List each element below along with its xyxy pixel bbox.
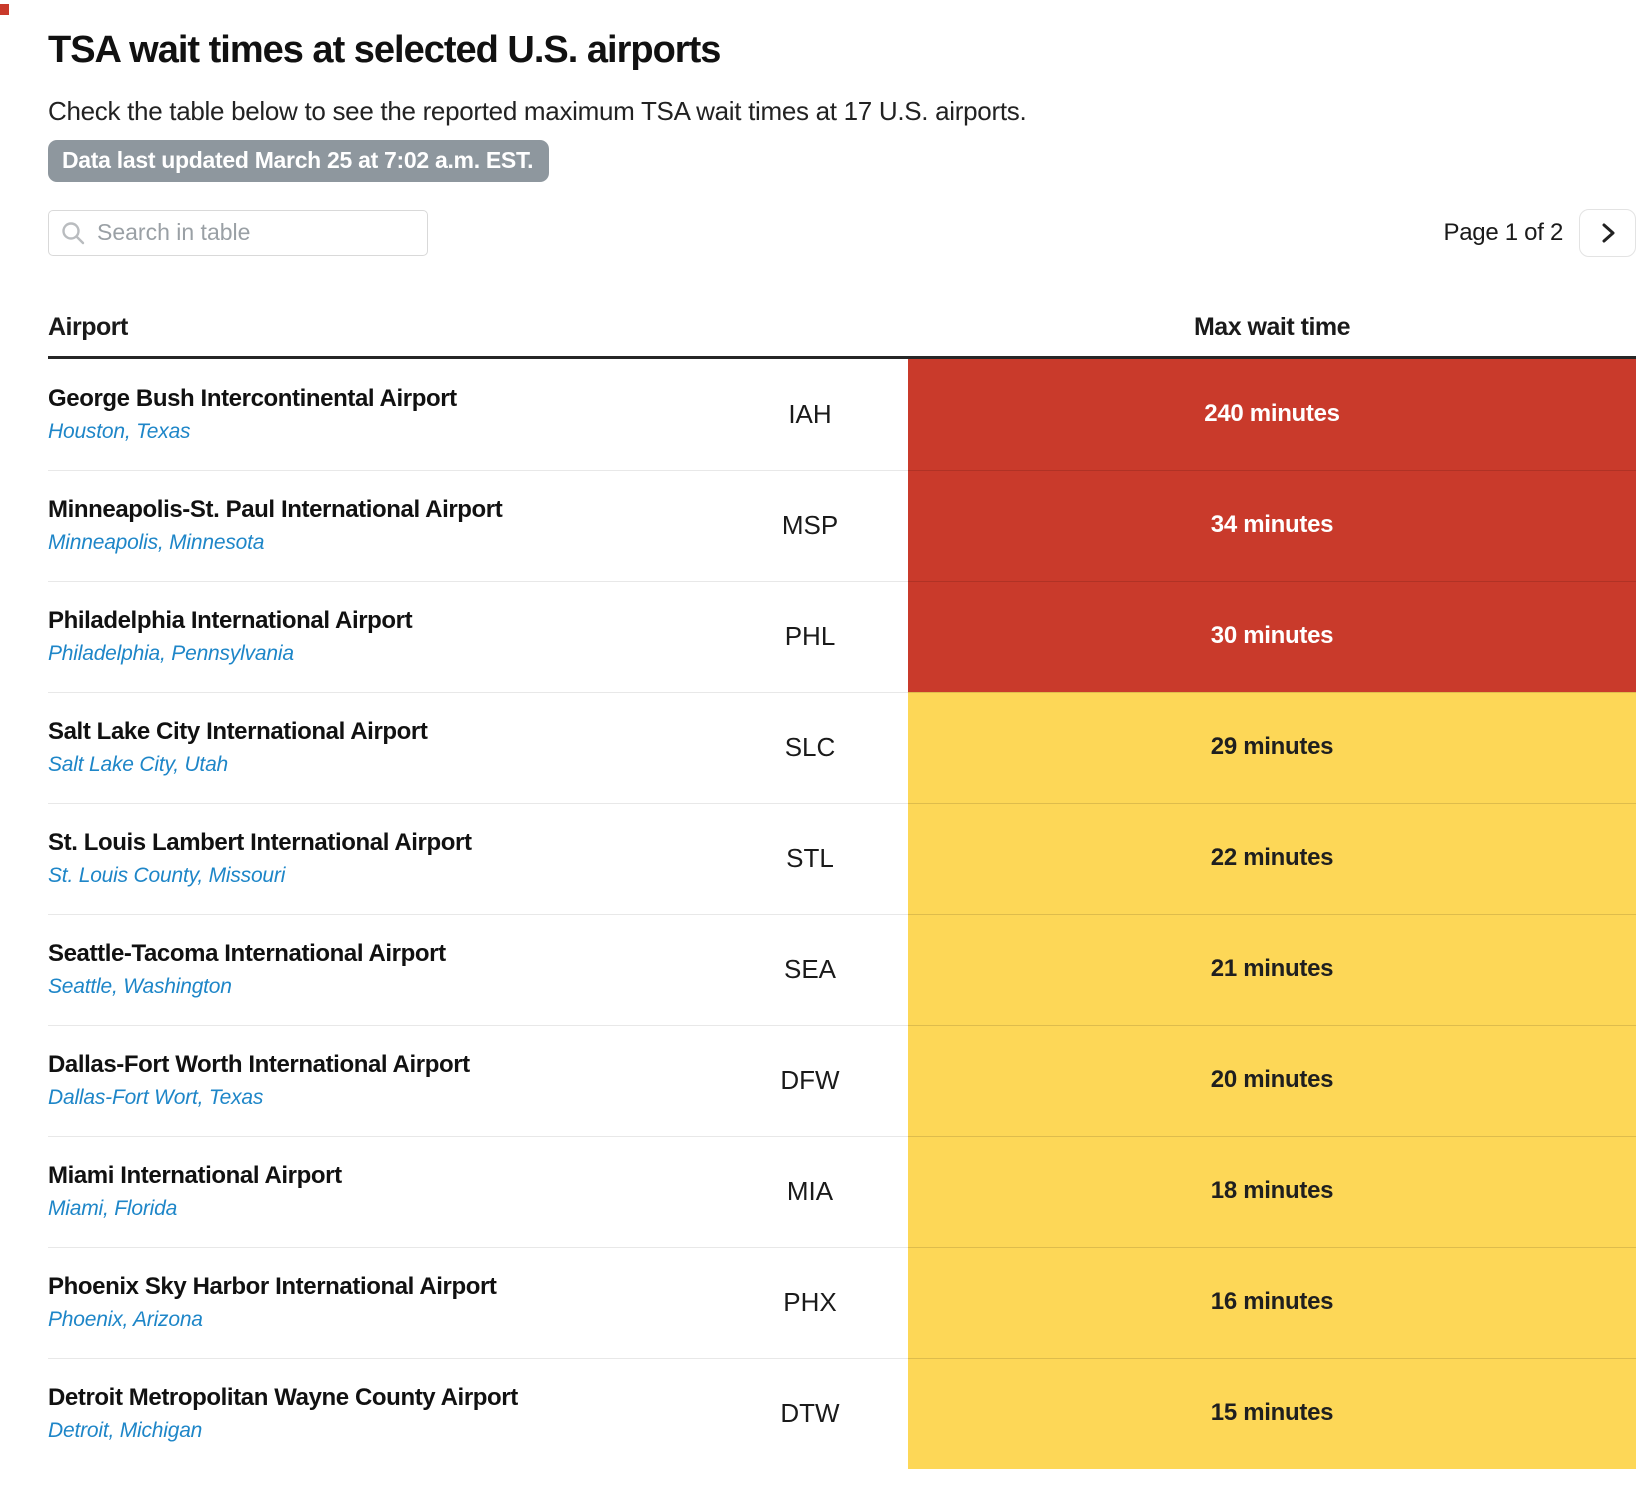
airport-cell: Miami International Airport Miami, Flori…: [48, 1162, 740, 1221]
airport-location-link[interactable]: Philadelphia, Pennsylvania: [48, 642, 294, 666]
table-body: George Bush Intercontinental Airport Hou…: [48, 358, 1636, 1469]
airport-name: Salt Lake City International Airport: [48, 718, 428, 746]
airport-location-link[interactable]: Salt Lake City, Utah: [48, 753, 229, 777]
max-wait-value: 29 minutes: [1210, 733, 1334, 761]
max-wait-cell: 29 minutes: [908, 691, 1636, 803]
airport-location-link[interactable]: Houston, Texas: [48, 419, 191, 443]
max-wait-cell: 21 minutes: [908, 913, 1636, 1025]
page-subtitle: Check the table below to see the reporte…: [48, 95, 1027, 126]
airport-code: SEA: [783, 954, 837, 985]
airport-cell: St. Louis Lambert International Airport …: [48, 829, 740, 888]
airport-location-link[interactable]: Seattle, Washington: [48, 975, 232, 999]
table-row: George Bush Intercontinental Airport Hou…: [48, 358, 1636, 470]
airport-name: St. Louis Lambert International Airport: [48, 829, 472, 857]
max-wait-cell: 22 minutes: [908, 802, 1636, 914]
search-input[interactable]: [48, 209, 428, 256]
max-wait-value: 15 minutes: [1210, 1399, 1334, 1427]
max-wait-value: 34 minutes: [1210, 511, 1334, 539]
airport-location-link[interactable]: Miami, Florida: [48, 1197, 178, 1221]
airport-code: IAH: [788, 398, 832, 429]
search-field-wrap: [48, 209, 428, 256]
table-row: Salt Lake City International Airport Sal…: [48, 691, 1636, 803]
table-row: Philadelphia International Airport Phila…: [48, 580, 1636, 692]
max-wait-value: 16 minutes: [1210, 1288, 1334, 1316]
airport-cell: Minneapolis-St. Paul International Airpo…: [48, 496, 740, 555]
max-wait-cell: 15 minutes: [908, 1357, 1636, 1469]
max-wait-cell: 240 minutes: [908, 358, 1636, 470]
airport-location-link[interactable]: St. Louis County, Missouri: [48, 864, 286, 888]
table-row: Phoenix Sky Harbor International Airport…: [48, 1246, 1636, 1358]
table-row: St. Louis Lambert International Airport …: [48, 802, 1636, 914]
table-toolbar: Page 1 of 2: [48, 208, 1636, 257]
airport-code: MIA: [786, 1176, 834, 1207]
airport-name: Miami International Airport: [48, 1162, 342, 1190]
max-wait-value: 22 minutes: [1210, 844, 1334, 872]
airport-location-link[interactable]: Detroit, Michigan: [48, 1419, 203, 1443]
table-header: Airport Max wait time: [48, 313, 1636, 359]
page-title: TSA wait times at selected U.S. airports: [48, 29, 721, 71]
max-wait-cell: 34 minutes: [908, 469, 1636, 581]
table-row: Dallas-Fort Worth International Airport …: [48, 1024, 1636, 1136]
row-left-section: Dallas-Fort Worth International Airport …: [48, 1024, 908, 1136]
max-wait-cell: 30 minutes: [908, 580, 1636, 692]
table-row: Detroit Metropolitan Wayne County Airpor…: [48, 1357, 1636, 1469]
page-indicator: Page 1 of 2: [1443, 218, 1564, 246]
airport-name: George Bush Intercontinental Airport: [48, 384, 457, 412]
max-wait-cell: 20 minutes: [908, 1024, 1636, 1136]
next-page-button[interactable]: [1579, 208, 1636, 257]
chevron-right-icon: [1602, 223, 1614, 243]
row-left-section: Minneapolis-St. Paul International Airpo…: [48, 469, 908, 581]
airport-name: Minneapolis-St. Paul International Airpo…: [48, 496, 503, 524]
column-header-max-wait: Max wait time: [1193, 312, 1351, 341]
airport-cell: Seattle-Tacoma International Airport Sea…: [48, 940, 740, 999]
airport-code: DTW: [780, 1398, 840, 1429]
column-header-airport: Airport: [48, 312, 128, 341]
airport-cell: Dallas-Fort Worth International Airport …: [48, 1051, 740, 1110]
airport-cell: Detroit Metropolitan Wayne County Airpor…: [48, 1384, 740, 1443]
airport-location-link[interactable]: Minneapolis, Minnesota: [48, 531, 265, 555]
row-left-section: Miami International Airport Miami, Flori…: [48, 1135, 908, 1247]
row-left-section: Seattle-Tacoma International Airport Sea…: [48, 913, 908, 1025]
max-wait-value: 21 minutes: [1210, 955, 1334, 983]
table-row: Miami International Airport Miami, Flori…: [48, 1135, 1636, 1247]
row-left-section: George Bush Intercontinental Airport Hou…: [48, 359, 908, 470]
airport-code: STL: [786, 843, 834, 874]
airport-code: SLC: [784, 732, 836, 763]
last-updated-badge: Data last updated March 25 at 7:02 a.m. …: [48, 139, 550, 182]
airport-code: DFW: [780, 1065, 840, 1096]
row-left-section: Philadelphia International Airport Phila…: [48, 580, 908, 692]
top-left-red-sliver: [0, 4, 9, 15]
airport-cell: Philadelphia International Airport Phila…: [48, 607, 740, 666]
airport-name: Detroit Metropolitan Wayne County Airpor…: [48, 1384, 518, 1412]
airport-location-link[interactable]: Phoenix, Arizona: [48, 1308, 203, 1332]
max-wait-value: 20 minutes: [1210, 1066, 1334, 1094]
airport-cell: George Bush Intercontinental Airport Hou…: [48, 385, 740, 444]
row-left-section: Phoenix Sky Harbor International Airport…: [48, 1246, 908, 1358]
row-left-section: Detroit Metropolitan Wayne County Airpor…: [48, 1357, 908, 1469]
pagination: Page 1 of 2: [1443, 208, 1636, 257]
table-row: Minneapolis-St. Paul International Airpo…: [48, 469, 1636, 581]
airport-code: PHL: [784, 621, 836, 652]
max-wait-value: 30 minutes: [1210, 622, 1334, 650]
airport-name: Phoenix Sky Harbor International Airport: [48, 1273, 497, 1301]
airport-location-link[interactable]: Dallas-Fort Wort, Texas: [48, 1086, 264, 1110]
airport-name: Seattle-Tacoma International Airport: [48, 940, 446, 968]
airport-cell: Phoenix Sky Harbor International Airport…: [48, 1273, 740, 1332]
max-wait-cell: 16 minutes: [908, 1246, 1636, 1358]
max-wait-value: 18 minutes: [1210, 1177, 1334, 1205]
airport-code: MSP: [781, 510, 839, 541]
table-row: Seattle-Tacoma International Airport Sea…: [48, 913, 1636, 1025]
max-wait-cell: 18 minutes: [908, 1135, 1636, 1247]
row-left-section: Salt Lake City International Airport Sal…: [48, 691, 908, 803]
airport-code: PHX: [783, 1287, 837, 1318]
airport-name: Dallas-Fort Worth International Airport: [48, 1051, 470, 1079]
airport-cell: Salt Lake City International Airport Sal…: [48, 718, 740, 777]
airport-name: Philadelphia International Airport: [48, 607, 413, 635]
row-left-section: St. Louis Lambert International Airport …: [48, 802, 908, 914]
max-wait-value: 240 minutes: [1204, 400, 1340, 428]
